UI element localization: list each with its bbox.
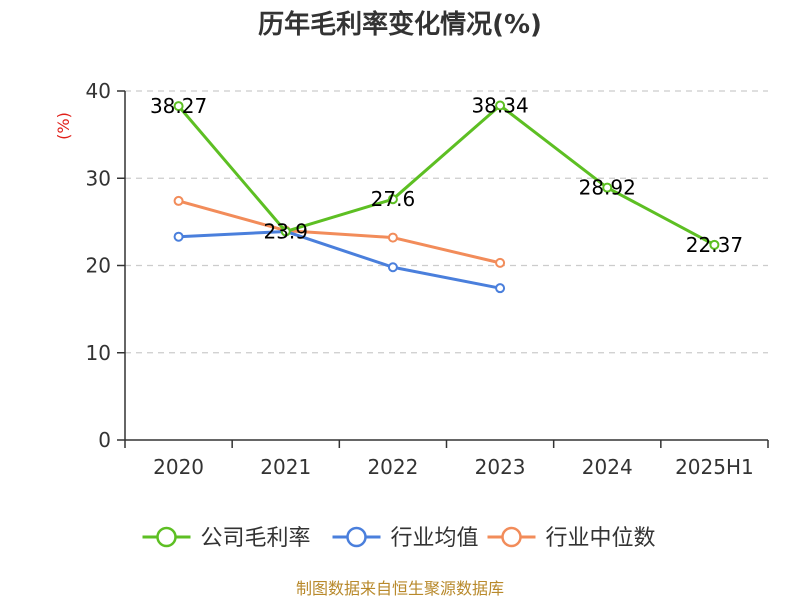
data-point	[495, 257, 506, 268]
series-line	[178, 229, 501, 290]
legend-marker	[346, 526, 367, 548]
data-point	[173, 101, 184, 112]
x-tick-label: 2021	[260, 455, 311, 479]
data-point	[387, 232, 398, 243]
data-label: 38.27	[150, 94, 207, 118]
series-line	[177, 103, 716, 247]
y-axis-unit-label: (%)	[54, 112, 73, 140]
x-tick-label: 2025H1	[675, 455, 754, 479]
y-tick-label: 20	[86, 254, 111, 278]
legend-label: 公司毛利率	[201, 526, 311, 551]
data-point	[602, 182, 613, 193]
data-point	[495, 283, 506, 294]
legend-label: 行业中位数	[546, 526, 656, 551]
data-label: 22.37	[686, 233, 743, 257]
series-lines	[173, 100, 720, 294]
y-tick-label: 40	[86, 79, 111, 103]
x-tick-label: 2020	[153, 455, 204, 479]
data-label: 23.9	[263, 219, 308, 243]
x-tick-label: 2023	[475, 455, 526, 479]
legend-item[interactable]: 公司毛利率	[142, 526, 311, 551]
axes: 0 10 20 30 40 2020 2021 2022 2023 2024 2025H1	[86, 79, 769, 479]
legend-item[interactable]: 行业均值	[332, 526, 479, 551]
legend-item[interactable]: 行业中位数	[487, 526, 656, 551]
x-tick-label: 2024	[582, 455, 633, 479]
legend-label: 行业均值	[391, 526, 479, 551]
x-tick-label: 2022	[367, 455, 418, 479]
y-tick-label: 0	[98, 428, 111, 452]
chart-title: 历年毛利率变化情况(%)	[258, 9, 542, 40]
data-point	[709, 239, 720, 250]
y-tick-label: 10	[86, 341, 111, 365]
data-point	[495, 100, 506, 111]
source-footnote: 制图数据来自恒生聚源数据库	[296, 579, 504, 598]
data-point	[173, 195, 184, 206]
data-point	[387, 194, 398, 205]
data-point	[387, 262, 398, 273]
data-label: 28.92	[579, 176, 636, 200]
grid-lines	[125, 90, 768, 354]
data-label: 38.34	[471, 93, 528, 117]
data-point	[173, 231, 184, 242]
legend-marker	[501, 526, 522, 548]
data-point	[280, 226, 291, 237]
legend: 公司毛利率 行业均值 行业中位数	[142, 526, 656, 551]
series-line	[178, 199, 501, 265]
legend-marker	[156, 526, 177, 548]
data-labels: 38.27 23.9 27.6 38.34 28.92 22.37	[150, 93, 743, 256]
y-tick-label: 30	[86, 166, 111, 190]
data-label: 27.6	[371, 187, 416, 211]
